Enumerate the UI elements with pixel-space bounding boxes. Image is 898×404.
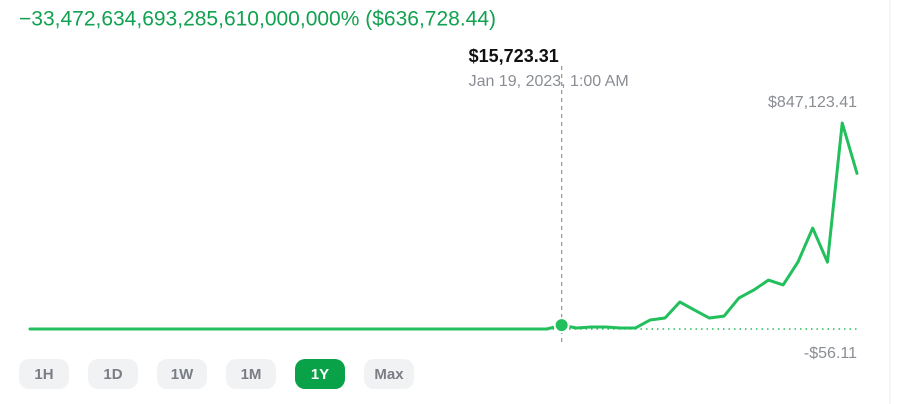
range-buttons: 1H 1D 1W 1M 1Y Max bbox=[19, 359, 414, 389]
range-button[interactable] bbox=[226, 359, 276, 389]
range-button[interactable] bbox=[295, 359, 345, 389]
range-button-label[interactable]: 1H bbox=[34, 366, 53, 383]
price-line bbox=[28, 121, 859, 331]
range-button[interactable] bbox=[19, 359, 69, 389]
hover-value: $15,723.31 bbox=[469, 46, 559, 66]
range-button[interactable] bbox=[88, 359, 138, 389]
range-button[interactable] bbox=[157, 359, 207, 389]
range-button-label[interactable]: 1M bbox=[241, 366, 262, 383]
range-button[interactable] bbox=[364, 359, 414, 389]
change-header: −33,472,634,693,285,610,000,000% ($636,7… bbox=[19, 8, 496, 31]
range-button-label[interactable]: 1W bbox=[171, 366, 194, 383]
plot-area: $847,123.41 -$56.11 $15,723.31 Jan 19, 2023… bbox=[28, 46, 859, 362]
max-label: $847,123.41 bbox=[768, 94, 857, 111]
range-button-label[interactable]: Max bbox=[374, 366, 404, 383]
hover-date: Jan 19, 2023, 1:00 AM bbox=[469, 73, 629, 90]
hover-point bbox=[553, 317, 570, 334]
min-label: -$56.11 bbox=[804, 345, 857, 362]
range-button-label[interactable]: 1D bbox=[103, 366, 122, 383]
range-button-label[interactable]: 1Y bbox=[311, 366, 329, 383]
